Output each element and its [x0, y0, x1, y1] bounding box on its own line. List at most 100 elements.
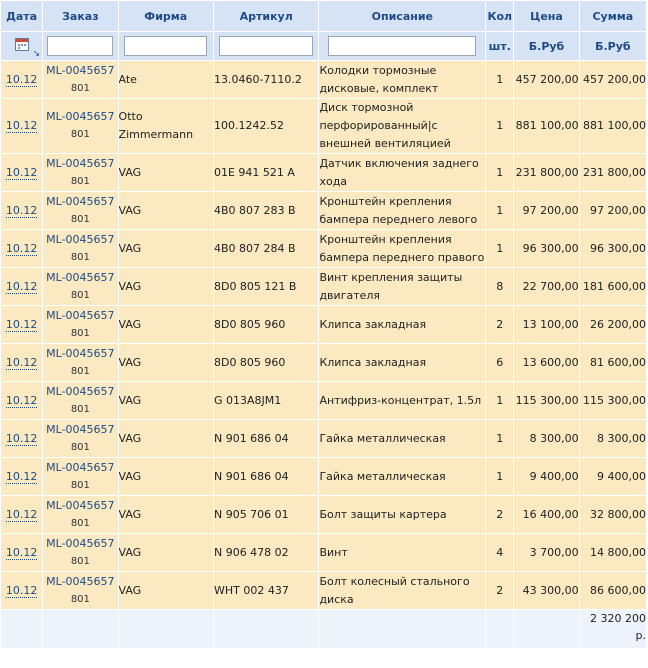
order-cell: ML-0045657 801 — [42, 305, 119, 344]
order-link[interactable]: ML-0045657 — [46, 574, 115, 588]
date-cell: 10.12 — [0, 533, 44, 572]
calendar-icon[interactable] — [14, 38, 29, 51]
order-sub-number: 801 — [70, 82, 90, 94]
date-link[interactable]: 10.12 — [5, 393, 38, 408]
price-cell: 8 300,00 — [513, 419, 580, 458]
qty-cell: 1 — [485, 60, 515, 99]
column-header-price[interactable]: Цена — [513, 0, 580, 32]
order-link[interactable]: ML-0045657 — [46, 63, 115, 77]
qty-cell: 1 — [485, 191, 515, 230]
sum-cell: 86 600,00 — [578, 571, 648, 610]
date-link[interactable]: 10.12 — [5, 279, 38, 294]
order-cell: ML-0045657 801 — [42, 267, 119, 306]
firm-filter-input[interactable] — [124, 36, 208, 56]
order-sub-number: 801 — [70, 175, 90, 187]
sum-cell: 26 200,00 — [578, 305, 648, 344]
column-header-order[interactable]: Заказ — [42, 0, 119, 32]
date-link[interactable]: 10.12 — [5, 507, 38, 522]
article-filter-input[interactable] — [219, 36, 314, 56]
order-link[interactable]: ML-0045657 — [46, 110, 115, 123]
sum-unit: Б.Руб — [578, 31, 648, 61]
qty-cell: 1 — [485, 419, 515, 458]
order-link[interactable]: ML-0045657 — [46, 308, 115, 322]
date-link[interactable]: 10.12 — [5, 241, 38, 256]
table-row: 10.12 ML-0045657 801 VAG 8D0 805 960 Клипса з… — [0, 305, 648, 344]
order-sub-number: 801 — [70, 593, 90, 605]
column-header-qty[interactable]: Кол — [485, 0, 515, 32]
firm-cell: VAG — [117, 381, 214, 420]
table-row: 10.12 ML-0045657 801 VAG WHT 002 437 Болт кол… — [0, 571, 648, 610]
price-cell: 43 300,00 — [513, 571, 580, 610]
description-cell: Клипса закладная — [318, 305, 487, 344]
sort-arrow-icon[interactable]: ↘ — [32, 49, 41, 59]
description-cell: Гайка металлическая — [318, 457, 487, 496]
order-sub-number: 801 — [70, 213, 90, 225]
date-link[interactable]: 10.12 — [5, 119, 38, 133]
price-cell: 457 200,00 — [513, 60, 580, 99]
qty-cell: 1 — [485, 153, 515, 192]
order-cell: ML-0045657 801 — [42, 229, 119, 268]
column-header-article[interactable]: Артикул — [212, 0, 320, 32]
article-cell: 4B0 807 283 B — [212, 191, 320, 230]
column-header-sum[interactable]: Сумма — [578, 0, 648, 32]
date-link[interactable]: 10.12 — [5, 545, 38, 560]
date-link[interactable]: 10.12 — [5, 469, 38, 484]
article-cell: 01E 941 521 A — [212, 153, 320, 192]
order-link[interactable]: ML-0045657 — [46, 536, 115, 550]
order-cell: ML-0045657 801 — [42, 533, 119, 572]
date-link[interactable]: 10.12 — [5, 165, 38, 180]
qty-cell: 2 — [485, 495, 515, 534]
order-link[interactable]: ML-0045657 — [46, 156, 115, 170]
order-link[interactable]: ML-0045657 — [46, 384, 115, 398]
description-cell: Винт — [318, 533, 487, 572]
date-cell: 10.12 — [0, 457, 44, 496]
date-link[interactable]: 10.12 — [5, 317, 38, 332]
order-sub-number: 801 — [70, 517, 90, 529]
date-link[interactable]: 10.12 — [5, 355, 38, 370]
date-link[interactable]: 10.12 — [5, 431, 38, 446]
order-cell: ML-0045657 801 — [42, 98, 119, 154]
article-cell: 8D0 805 960 — [212, 305, 320, 344]
total-empty-cell — [513, 609, 580, 649]
order-link[interactable]: ML-0045657 — [46, 270, 115, 284]
sum-cell: 231 800,00 — [578, 153, 648, 192]
price-cell: 13 600,00 — [513, 343, 580, 382]
date-cell: 10.12 — [0, 191, 44, 230]
article-cell: N 905 706 01 — [212, 495, 320, 534]
date-cell: 10.12 — [0, 267, 44, 306]
column-header-description[interactable]: Описание — [318, 0, 487, 32]
qty-cell: 1 — [485, 457, 515, 496]
order-link[interactable]: ML-0045657 — [46, 422, 115, 436]
column-header-firm[interactable]: Фирма — [117, 0, 214, 32]
order-cell: ML-0045657 801 — [42, 495, 119, 534]
price-cell: 16 400,00 — [513, 495, 580, 534]
price-cell: 115 300,00 — [513, 381, 580, 420]
date-cell: 10.12 — [0, 305, 44, 344]
date-link[interactable]: 10.12 — [5, 203, 38, 218]
date-link[interactable]: 10.12 — [5, 583, 38, 598]
description-filter-input[interactable] — [328, 36, 477, 56]
table-row: 10.12 ML-0045657 801 Ate 13.0460-7110.2 Колод… — [0, 60, 648, 99]
article-filter-cell — [212, 31, 320, 61]
order-sub-number: 801 — [70, 129, 90, 140]
date-filter-cell: ↘ — [0, 31, 44, 61]
article-cell: N 901 686 04 — [212, 457, 320, 496]
order-link[interactable]: ML-0045657 — [46, 232, 115, 246]
order-link[interactable]: ML-0045657 — [46, 498, 115, 512]
column-header-date[interactable]: Дата — [0, 0, 44, 32]
price-cell: 96 300,00 — [513, 229, 580, 268]
order-link[interactable]: ML-0045657 — [46, 346, 115, 360]
total-empty-cell — [117, 609, 214, 649]
date-cell: 10.12 — [0, 419, 44, 458]
order-link[interactable]: ML-0045657 — [46, 194, 115, 208]
table-row: 10.12 ML-0045657 801 VAG N 901 686 04 Гайка м… — [0, 457, 648, 496]
order-sub-number: 801 — [70, 479, 90, 491]
table-row: 10.12 ML-0045657 801 Otto Zimmermann 100.124… — [0, 98, 648, 154]
order-sub-number: 801 — [70, 365, 90, 377]
order-filter-input[interactable] — [47, 36, 114, 56]
table-row: 10.12 ML-0045657 801 VAG 01E 941 521 A Датчик… — [0, 153, 648, 192]
date-link[interactable]: 10.12 — [5, 72, 38, 87]
date-cell: 10.12 — [0, 571, 44, 610]
article-cell: 100.1242.52 — [212, 98, 320, 154]
order-link[interactable]: ML-0045657 — [46, 460, 115, 474]
